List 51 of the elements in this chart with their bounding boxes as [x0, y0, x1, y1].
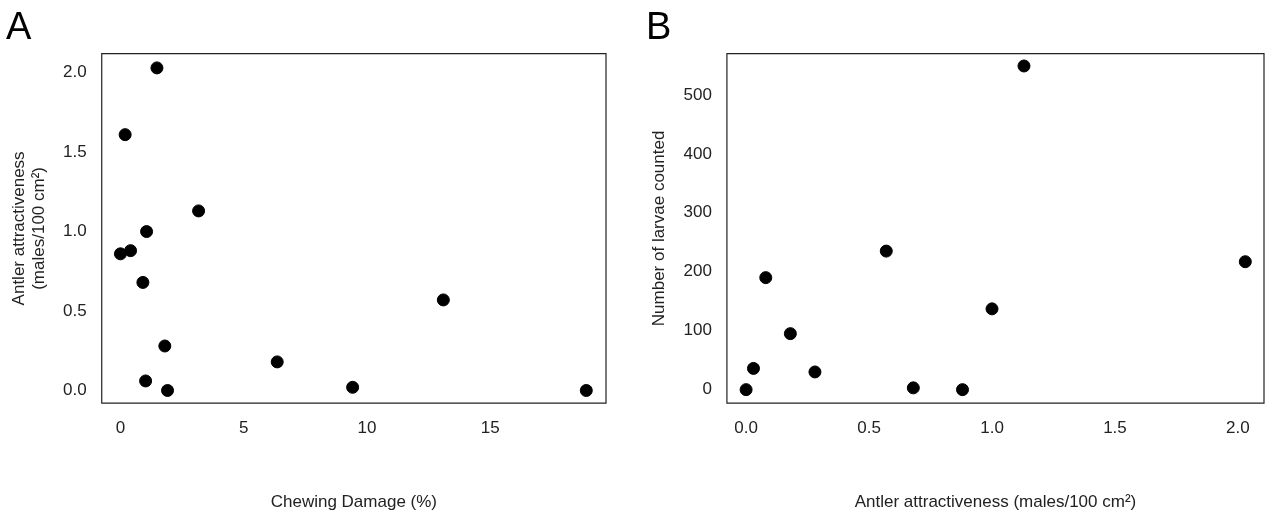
point [136, 275, 150, 289]
x-tick-label: 5 [238, 418, 249, 438]
point [346, 380, 360, 394]
y-tick-label: 200 [683, 261, 712, 281]
y-axis-title: Number of larvae counted [649, 130, 669, 327]
x-tick-label: 2.0 [1226, 418, 1250, 438]
point [118, 128, 132, 142]
y-axis-title: Antler attractiveness (males/100 cm²) [9, 151, 49, 306]
point [985, 302, 999, 316]
y-tick-label: 0 [702, 379, 712, 399]
y-tick-label: 2.0 [63, 62, 87, 82]
point [808, 365, 822, 379]
chart-title: A [6, 5, 32, 48]
x-tick-label: 0 [115, 418, 126, 438]
point [140, 225, 154, 239]
y-tick-label: 1.5 [63, 141, 87, 161]
y-tick-label: 100 [683, 320, 712, 340]
point [113, 247, 127, 261]
x-axis-title: Chewing Damage (%) [270, 492, 438, 512]
point [746, 361, 760, 375]
point [192, 204, 206, 218]
x-tick-label: 15 [480, 418, 500, 438]
point [956, 383, 969, 397]
point [158, 339, 172, 353]
x-axis-title: Antler attractiveness (males/100 cm²) [854, 492, 1137, 512]
point [739, 383, 753, 397]
y-tick-label: 500 [683, 84, 712, 104]
y-tick-label: 0.0 [63, 380, 87, 400]
x-tick-label: 1.5 [1103, 418, 1127, 438]
point [124, 244, 138, 258]
y-tick-label: 0.5 [63, 300, 87, 320]
x-tick-label: 0.5 [857, 418, 881, 438]
point [1238, 255, 1252, 269]
y-tick-label: 400 [683, 143, 712, 163]
x-tick-label: 1.0 [980, 418, 1004, 438]
y-tick-label: 1.0 [63, 221, 87, 241]
x-tick-label: 10 [357, 418, 377, 438]
point [879, 244, 893, 258]
point [1017, 59, 1031, 73]
y-tick-label: 300 [683, 202, 712, 222]
point [270, 355, 284, 369]
chart-title: B [646, 5, 672, 48]
point [139, 374, 153, 388]
x-tick-label: 0.0 [734, 418, 758, 438]
point [783, 327, 797, 341]
point [906, 381, 920, 395]
point [759, 271, 773, 285]
point [579, 383, 593, 397]
point [436, 293, 450, 307]
point [150, 61, 164, 75]
point [161, 383, 175, 397]
